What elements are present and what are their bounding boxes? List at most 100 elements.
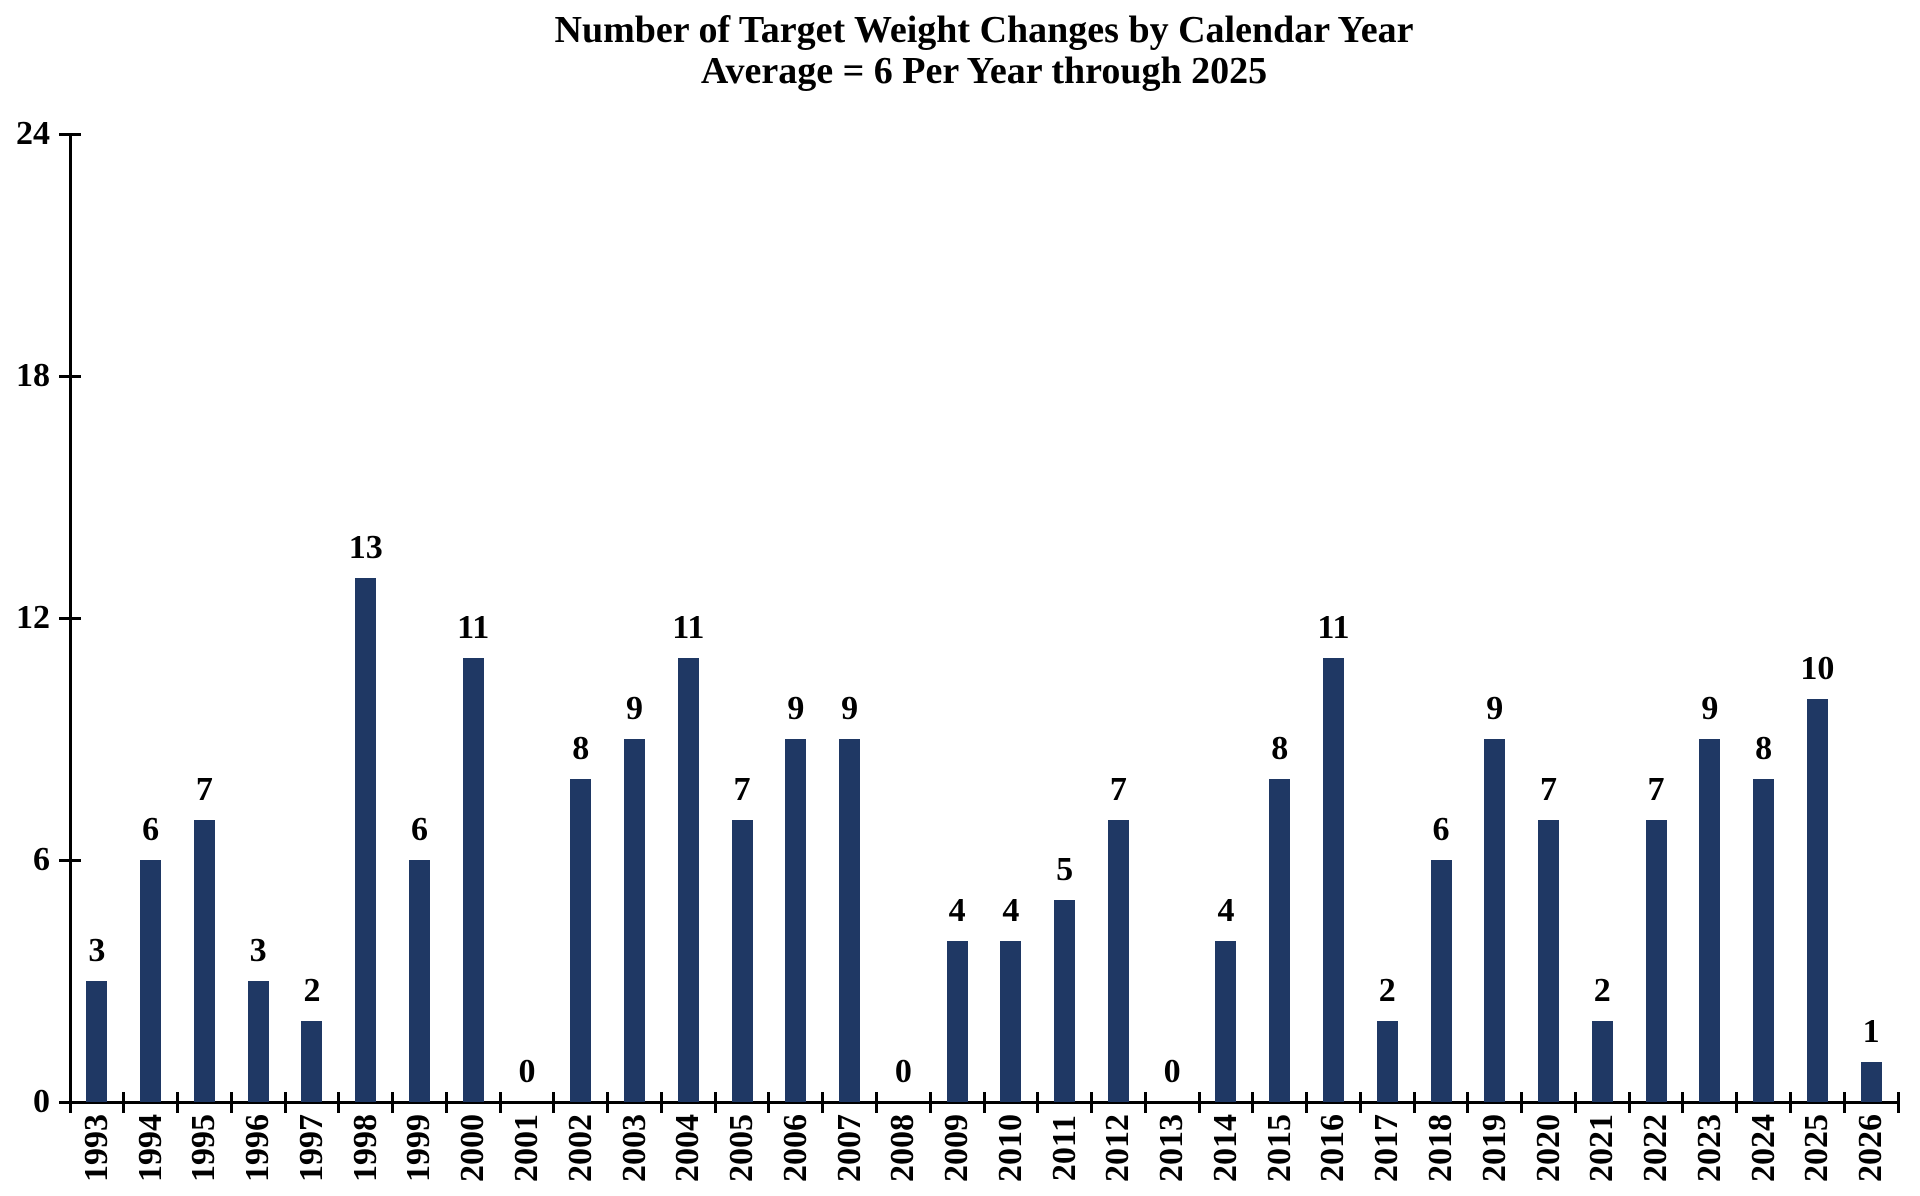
x-axis-tick: [1036, 1092, 1040, 1113]
bar: [1538, 819, 1560, 1102]
bar: [1591, 1021, 1613, 1102]
x-axis-tick: [1573, 1092, 1577, 1113]
x-axis-tick: [229, 1092, 233, 1113]
x-tick-label: 2025: [1798, 1114, 1836, 1182]
bar: [731, 819, 753, 1102]
bar-value-label: 6: [142, 811, 160, 848]
x-axis-tick: [68, 1092, 72, 1113]
x-tick-label: 2022: [1637, 1114, 1675, 1182]
bar-value-label: 3: [249, 932, 267, 969]
x-axis-tick: [1788, 1092, 1792, 1113]
x-tick-label: 2012: [1099, 1114, 1137, 1182]
bar-value-label: 7: [1109, 770, 1127, 808]
x-tick-label: 2001: [508, 1114, 545, 1182]
bar-value-label: 11: [457, 609, 490, 647]
bar-value-label: 2: [303, 972, 321, 1010]
bar-value-label: 4: [948, 891, 966, 929]
bar: [1430, 860, 1452, 1102]
y-tick-label: 0: [33, 1083, 50, 1120]
x-tick-label: 2013: [1153, 1114, 1191, 1182]
bar-value-label: 9: [1486, 690, 1504, 727]
x-axis-tick: [1627, 1092, 1631, 1113]
x-tick-label: 2007: [830, 1114, 868, 1182]
x-tick-label: 2017: [1368, 1114, 1406, 1182]
x-tick-label: 2020: [1529, 1114, 1567, 1182]
bar-value-label: 2: [1378, 972, 1396, 1010]
x-axis-tick: [552, 1092, 556, 1113]
bar: [1484, 739, 1506, 1102]
bar-value-label: 4: [1217, 891, 1235, 929]
y-axis-tick: [59, 374, 81, 378]
bar-value-label: 10: [1800, 649, 1835, 687]
bar: [624, 739, 646, 1102]
x-axis-tick: [1143, 1092, 1147, 1113]
x-axis-tick: [1896, 1092, 1900, 1113]
bar: [1860, 1061, 1882, 1102]
bar-value-label: 6: [1432, 811, 1450, 848]
x-tick-label: 1993: [77, 1114, 115, 1182]
chart-title: Number of Target Weight Changes by Calen…: [70, 10, 1898, 92]
x-axis-tick: [713, 1092, 717, 1113]
bar: [1699, 739, 1721, 1102]
bar-value-label: 0: [894, 1053, 912, 1090]
x-tick-label: 2000: [454, 1114, 492, 1182]
bar-value-label: 0: [518, 1053, 536, 1090]
x-tick-label: 2006: [776, 1114, 814, 1182]
x-tick-label: 2009: [938, 1114, 976, 1182]
bar-value-label: 13: [348, 528, 383, 566]
x-axis-tick: [1251, 1092, 1255, 1113]
x-tick-label: 2004: [669, 1114, 707, 1182]
bar-value-label: 2: [1593, 972, 1611, 1010]
x-axis-tick: [928, 1092, 932, 1113]
x-axis-tick: [1358, 1092, 1362, 1113]
x-tick-label: 2008: [884, 1114, 922, 1182]
x-tick-label: 2018: [1422, 1114, 1459, 1182]
bar-value-label: 11: [672, 609, 705, 647]
x-axis-tick: [122, 1092, 126, 1113]
x-tick-label: 1999: [400, 1114, 438, 1182]
x-tick-label: 2019: [1475, 1114, 1513, 1182]
x-tick-label: 1997: [292, 1114, 330, 1182]
bar-value-label: 7: [195, 770, 213, 808]
x-tick-label: 2016: [1314, 1114, 1352, 1182]
bar: [140, 860, 162, 1102]
bar-value-label: 9: [787, 690, 805, 727]
bar-value-label: 0: [1163, 1053, 1181, 1090]
bar: [1054, 900, 1076, 1102]
bar: [1322, 658, 1344, 1102]
bar: [785, 739, 807, 1102]
x-tick-label: 2024: [1744, 1114, 1782, 1182]
bar: [1269, 779, 1291, 1102]
x-axis-tick: [1520, 1092, 1524, 1113]
x-axis-tick: [874, 1092, 878, 1113]
bar: [1645, 819, 1667, 1102]
x-axis-tick: [283, 1092, 287, 1113]
x-axis-tick: [1842, 1092, 1846, 1113]
x-tick-label: 1998: [346, 1114, 384, 1182]
x-tick-label: 2005: [723, 1114, 761, 1182]
x-tick-label: 1994: [131, 1114, 169, 1182]
bar: [677, 658, 699, 1102]
bar: [1376, 1021, 1398, 1102]
y-tick-label: 6: [33, 841, 50, 878]
bar-value-label: 4: [1002, 891, 1020, 929]
bar-value-label: 9: [841, 690, 859, 727]
bar: [86, 981, 108, 1102]
x-axis-tick: [1412, 1092, 1416, 1113]
bar-value-label: 8: [1755, 730, 1773, 768]
x-tick-label: 2014: [1206, 1114, 1244, 1182]
x-axis-tick: [391, 1092, 395, 1113]
bar-value-label: 7: [1647, 770, 1665, 808]
x-axis-tick: [1090, 1092, 1094, 1113]
x-axis-tick: [982, 1092, 986, 1113]
x-axis-tick: [498, 1092, 502, 1113]
x-axis-tick: [1735, 1092, 1739, 1113]
bar: [1753, 779, 1775, 1102]
bar-value-label: 11: [1317, 609, 1350, 647]
x-tick-label: 1996: [239, 1114, 277, 1182]
bar: [570, 779, 592, 1102]
chart-title-line2: Average = 6 Per Year through 2025: [700, 50, 1268, 92]
y-axis-tick: [59, 132, 81, 136]
x-tick-label: 2021: [1583, 1114, 1621, 1182]
